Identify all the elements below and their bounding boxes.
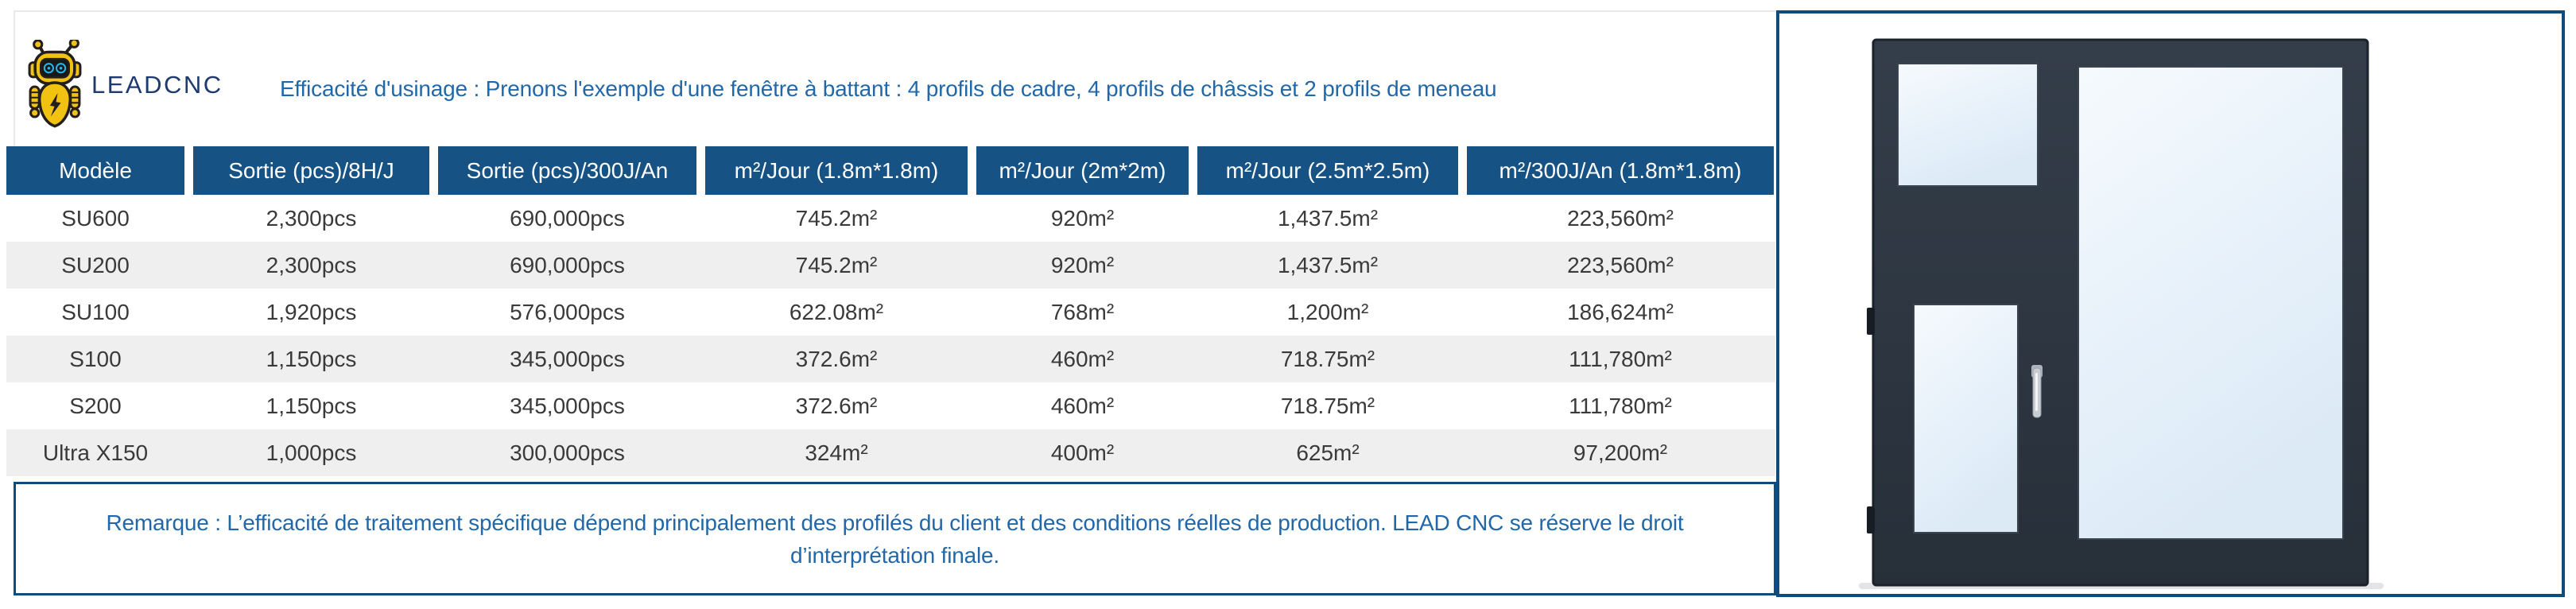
column-header-output-day: Sortie (pcs)/8H/J [193,146,429,195]
cell-model: S100 [69,346,122,371]
cell-value: 372.6m² [795,346,878,371]
cell-model: SU100 [61,299,130,324]
cell-model: SU200 [61,252,130,277]
column-header-m2-day-25: m²/Jour (2.5m*2.5m) [1197,146,1458,195]
cell-value: 324m² [805,440,868,465]
cell-value: 745.2m² [795,205,878,231]
cell-value: 718.75m² [1280,393,1375,418]
cell-value: 920m² [1050,252,1115,277]
cell-value: 460m² [1050,346,1115,371]
cell-value: 1,437.5m² [1277,252,1379,277]
cell-value: 1,437.5m² [1277,205,1379,231]
robot-mascot-icon [28,40,82,128]
casement-window-image [1859,38,2384,589]
column-header-model: Modèle [6,146,184,195]
remark-text-line1: Remarque : L’efficacité de traitement sp… [106,510,1684,535]
cell-value: 1,200m² [1286,299,1369,324]
cell-value: 372.6m² [795,393,878,418]
cell-value: 690,000pcs [510,205,625,231]
column-header-m2-day-18: m²/Jour (1.8m*1.8m) [705,146,968,195]
cell-value: 625m² [1296,440,1360,465]
cell-value: 1,920pcs [266,299,357,324]
remark-text-line2: d’interprétation finale. [790,542,999,568]
cell-model: SU600 [61,205,130,231]
brand-wordmark: LEADCNC [91,71,223,99]
cell-value: 300,000pcs [510,440,625,465]
cell-value: 745.2m² [795,252,878,277]
table-row: Ultra X150 1,000pcs 300,000pcs 324m² 400… [6,429,1775,476]
cell-value: 1,150pcs [266,393,357,418]
page-title: Efficacité d'usinage : Prenons l'exemple… [280,76,1497,101]
cell-model: S200 [69,393,122,418]
table-row: SU600 2,300pcs 690,000pcs 745.2m² 920m² … [6,195,1775,242]
cell-value: 111,780m² [1569,393,1672,418]
table-row: SU100 1,920pcs 576,000pcs 622.08m² 768m²… [6,289,1775,336]
column-header-m2-year-18: m²/300J/An (1.8m*1.8m) [1467,146,1774,195]
column-header-output-year: Sortie (pcs)/300J/An [438,146,696,195]
cell-value: 622.08m² [789,299,884,324]
table-row: SU200 2,300pcs 690,000pcs 745.2m² 920m² … [6,242,1775,289]
cell-value: 223,560m² [1567,252,1674,277]
cell-value: 1,000pcs [266,440,357,465]
header-band: LEADCNC Efficacité d'usinage : Prenons l… [14,10,1775,146]
cell-value: 111,780m² [1569,346,1672,371]
cell-value: 768m² [1050,299,1115,324]
efficiency-table: Modèle Sortie (pcs)/8H/J Sortie (pcs)/30… [6,146,1775,476]
cell-value: 97,200m² [1573,440,1668,465]
remark-box: Remarque : L’efficacité de traitement sp… [14,482,1776,595]
cell-value: 460m² [1050,393,1115,418]
column-header-m2-day-2: m²/Jour (2m*2m) [976,146,1189,195]
table-header-row: Modèle Sortie (pcs)/8H/J Sortie (pcs)/30… [6,146,1775,195]
cell-value: 718.75m² [1280,346,1375,371]
cell-value: 223,560m² [1567,205,1674,231]
cell-value: 576,000pcs [510,299,625,324]
cell-value: 345,000pcs [510,393,625,418]
cell-model: Ultra X150 [42,440,149,465]
table-row: S100 1,150pcs 345,000pcs 372.6m² 460m² 7… [6,336,1775,382]
product-image-panel [1776,10,2565,597]
cell-value: 400m² [1050,440,1115,465]
cell-value: 1,150pcs [266,346,357,371]
cell-value: 2,300pcs [266,205,357,231]
table-row: S200 1,150pcs 345,000pcs 372.6m² 460m² 7… [6,382,1775,429]
cell-value: 690,000pcs [510,252,625,277]
cell-value: 345,000pcs [510,346,625,371]
cell-value: 2,300pcs [266,252,357,277]
cell-value: 920m² [1050,205,1115,231]
cell-value: 186,624m² [1567,299,1674,324]
